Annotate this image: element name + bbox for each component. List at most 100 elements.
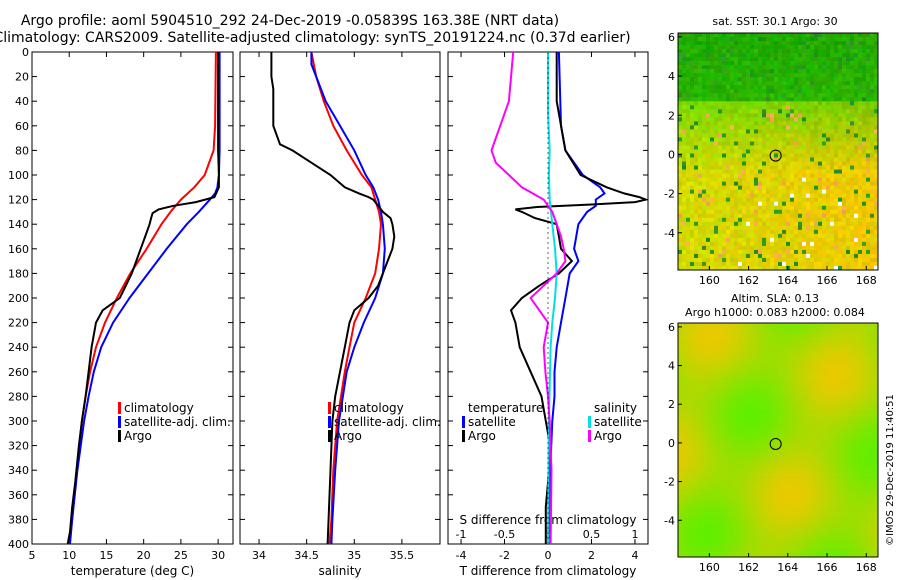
sst-cell [798, 45, 803, 50]
sla-cell [833, 459, 839, 465]
sst-cell [790, 133, 795, 138]
sla-cell [748, 435, 754, 441]
sst-cell [698, 165, 703, 170]
sla-cell [688, 410, 694, 416]
sla-cell [748, 327, 754, 334]
sst-cell [810, 265, 815, 271]
sla-cell [838, 342, 844, 348]
sst-cell [786, 249, 791, 255]
sla-cell [753, 357, 759, 363]
sla-cell [728, 435, 734, 441]
sst-cell [778, 165, 783, 170]
sst-cell [866, 117, 871, 122]
sst-cell [734, 165, 739, 170]
sst-cell [766, 77, 771, 82]
sla-cell [688, 483, 694, 490]
sst-cell [702, 205, 707, 211]
sla-cell [838, 498, 844, 504]
sst-cell [814, 93, 819, 98]
sst-cell [794, 161, 799, 166]
sst-cell [834, 45, 839, 50]
sst-cell [790, 253, 795, 259]
sla-cell [678, 488, 684, 494]
sla-cell [778, 449, 784, 455]
sst-cell [774, 153, 779, 158]
sst-cell [866, 257, 871, 263]
sst-cell [778, 109, 783, 114]
sst-cell [686, 89, 691, 94]
sla-cell [828, 508, 834, 514]
sla-cell [683, 425, 689, 431]
sst-cell [698, 149, 703, 154]
sst-cell [682, 157, 687, 162]
sst-cell [834, 137, 839, 142]
sst-cell [682, 169, 687, 174]
map-y-tick-label: 6 [668, 31, 675, 44]
sst-cell [866, 189, 871, 194]
sst-cell [814, 261, 819, 267]
sla-cell [683, 381, 689, 387]
sla-cell [698, 503, 704, 509]
sst-cell [866, 209, 871, 215]
sla-cell [778, 469, 784, 475]
sla-cell [713, 396, 719, 402]
sst-cell [690, 69, 695, 74]
map-y-tick-label: 4 [668, 360, 675, 373]
sla-cell [753, 381, 759, 387]
sst-cell [694, 173, 699, 178]
sst-cell [810, 113, 815, 118]
sst-cell [694, 229, 699, 235]
sst-cell [790, 205, 795, 211]
sla-cell [868, 474, 874, 480]
sst-cell [750, 61, 755, 66]
sst-cell [786, 85, 791, 90]
sla-cell [758, 425, 764, 431]
sla-cell [763, 396, 769, 402]
sla-cell [728, 347, 734, 353]
sla-cell [688, 371, 694, 377]
sst-cell [850, 253, 855, 259]
sla-cell [828, 479, 834, 485]
sla-cell [783, 488, 789, 494]
sla-cell [723, 444, 729, 451]
sla-cell [703, 459, 709, 465]
map-x-tick-label: 162 [738, 274, 759, 287]
sst-cell [866, 81, 871, 86]
sla-cell [728, 371, 734, 377]
sst-cell [866, 121, 871, 126]
sla-cell [788, 440, 794, 446]
sst-cell [774, 81, 779, 86]
sla-cell [693, 323, 699, 329]
sst-cell [694, 73, 699, 78]
sst-cell [814, 57, 819, 62]
sla-cell [858, 552, 864, 558]
sla-cell [868, 488, 874, 494]
sla-cell [798, 391, 804, 397]
sst-cell [838, 149, 843, 154]
sla-cell [873, 396, 879, 402]
sst-cell [766, 221, 771, 227]
sst-cell [706, 189, 711, 194]
sla-cell [758, 479, 764, 485]
sla-cell [823, 391, 829, 397]
sst-cell [734, 157, 739, 162]
sla-cell [868, 430, 874, 436]
sla-cell [813, 425, 819, 431]
sst-cell [698, 89, 703, 94]
sst-cell [846, 209, 851, 215]
sla-cell [743, 357, 749, 363]
sla-cell [678, 401, 684, 407]
sst-cell [702, 149, 707, 154]
sst-cell [774, 45, 779, 50]
sst-cell [818, 161, 823, 166]
sla-cell [743, 440, 749, 446]
sla-cell [708, 522, 714, 529]
sst-cell [678, 201, 683, 207]
sst-cell [714, 249, 719, 255]
sla-cell [758, 357, 764, 363]
sla-cell [873, 362, 879, 368]
sst-cell [770, 173, 775, 178]
sst-cell [846, 265, 851, 271]
sst-cell [790, 61, 795, 66]
sla-cell [763, 347, 769, 353]
